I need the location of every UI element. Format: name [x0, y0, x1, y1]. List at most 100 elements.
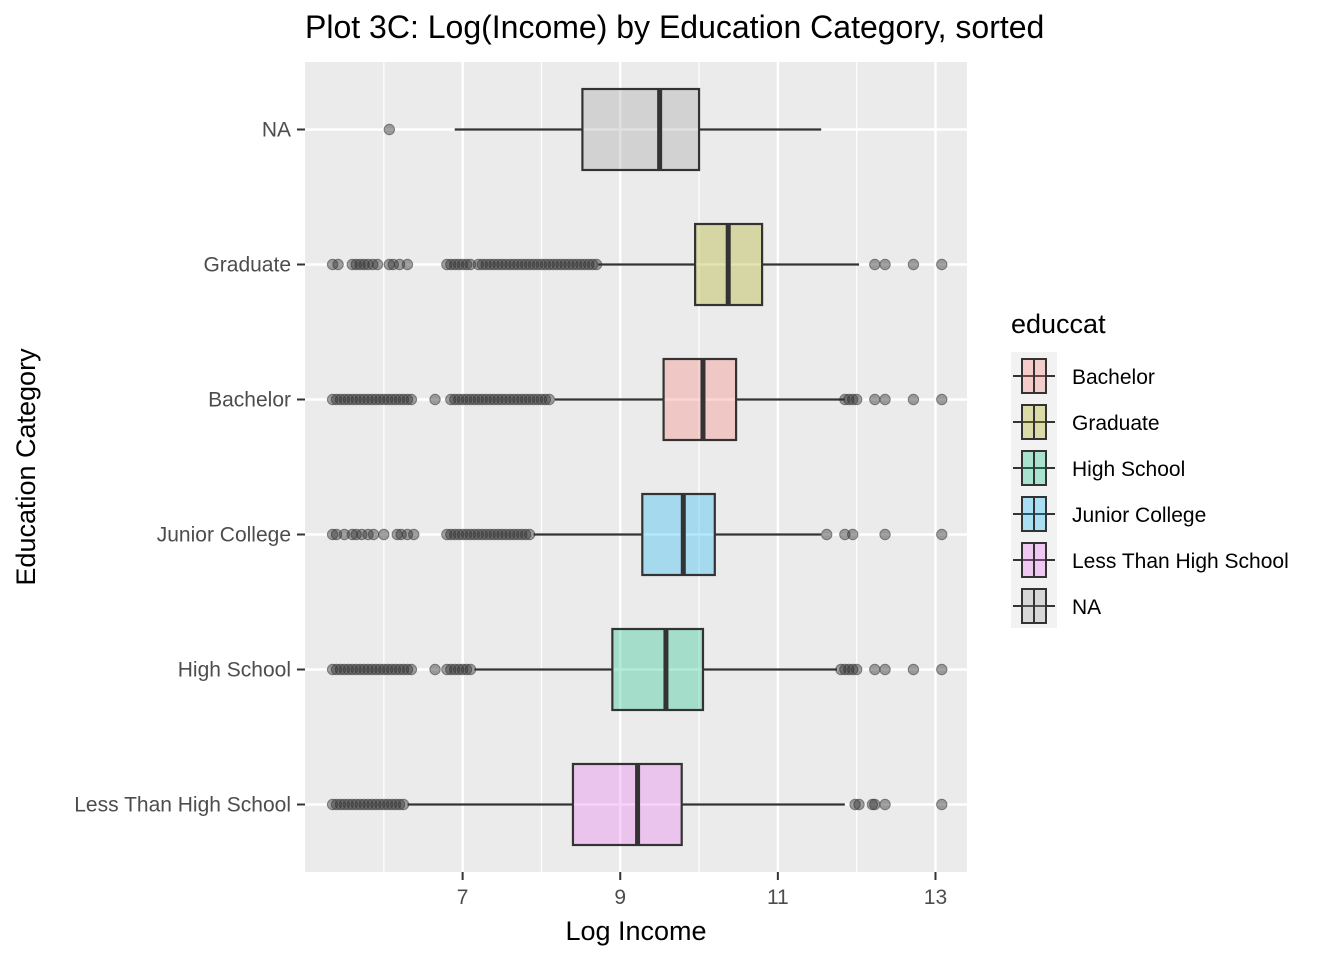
outlier-point: [332, 258, 344, 271]
outlier-point: [397, 393, 410, 406]
outlier-point: [464, 528, 477, 541]
outlier-point: [370, 663, 382, 676]
box-bachelor: [326, 357, 948, 442]
outlier-point: [850, 393, 863, 406]
outlier-point: [936, 393, 948, 406]
outlier-point: [445, 393, 457, 406]
outlier-point: [401, 663, 414, 676]
outlier-point: [429, 393, 441, 406]
outlier-point: [496, 258, 508, 271]
box-less-than-high-school: [326, 762, 948, 847]
outlier-point: [366, 798, 378, 811]
outlier-point: [527, 258, 540, 271]
outlier-point: [488, 528, 500, 541]
outlier-point: [488, 258, 500, 271]
box-body: [571, 762, 683, 847]
outlier-point: [338, 663, 351, 676]
outlier-point: [330, 663, 343, 676]
outlier-point: [385, 798, 398, 811]
outlier-point: [452, 258, 465, 271]
x-tick-label: 11: [767, 886, 789, 909]
y-axis-title: Education Category: [11, 348, 41, 586]
outlier-point: [385, 393, 398, 406]
outlier-point: [512, 528, 524, 541]
outlier-point: [362, 798, 374, 811]
outlier-point: [342, 798, 355, 811]
outlier-point: [405, 393, 418, 406]
outlier-point: [555, 258, 567, 271]
outlier-point: [346, 528, 358, 541]
outlier-point: [387, 258, 399, 271]
y-axis-ticks: Less Than High School High School Junior C…: [74, 119, 305, 817]
outlier-point: [397, 663, 410, 676]
outlier-point: [326, 393, 339, 406]
outlier-point: [500, 528, 512, 541]
y-tick-label: Junior College: [157, 524, 291, 547]
outlier-point: [575, 258, 587, 271]
legend-item: NA: [1013, 588, 1101, 624]
outlier-point: [358, 798, 370, 811]
outlier-point: [385, 663, 398, 676]
outlier-point: [547, 258, 559, 271]
outlier-point: [346, 393, 358, 406]
outlier-point: [531, 393, 544, 406]
outlier-point: [472, 258, 485, 271]
outlier-point: [408, 528, 420, 541]
outlier-point: [472, 393, 485, 406]
legend-item: High School: [1013, 450, 1185, 486]
outlier-point: [839, 528, 851, 541]
outlier-point: [847, 393, 859, 406]
outlier-point: [484, 528, 496, 541]
outlier-point: [393, 663, 406, 676]
outlier-point: [389, 798, 402, 811]
outlier-point: [531, 258, 544, 271]
outlier-point: [500, 258, 512, 271]
legend-key-background: [1011, 352, 1057, 628]
outlier-point: [579, 258, 591, 271]
outlier-point: [371, 258, 384, 271]
outlier-point: [468, 528, 481, 541]
outlier-point: [847, 663, 859, 676]
outlier-point: [326, 663, 339, 676]
outlier-point: [378, 798, 390, 811]
outlier-point: [504, 393, 516, 406]
outlier-point: [334, 393, 347, 406]
legend-item: Junior College: [1013, 496, 1206, 532]
outlier-point: [350, 258, 362, 271]
outlier-point: [480, 528, 492, 541]
outlier-point: [523, 528, 536, 541]
outlier-point: [879, 393, 891, 406]
outlier-point: [350, 798, 362, 811]
y-tick-label: Graduate: [203, 254, 291, 277]
outlier-point: [382, 663, 394, 676]
outlier-point: [452, 528, 465, 541]
outlier-point: [362, 393, 374, 406]
outlier-point: [346, 663, 358, 676]
box-body: [611, 627, 705, 712]
outlier-point: [374, 798, 386, 811]
box-body: [662, 357, 738, 442]
outlier-point: [354, 258, 366, 271]
outlier-point: [936, 798, 948, 811]
outlier-point: [393, 393, 406, 406]
outlier-point: [460, 393, 473, 406]
y-tick-label: Bachelor: [208, 389, 291, 412]
x-tick-label: 9: [614, 886, 626, 909]
outlier-point: [445, 528, 457, 541]
box-high-school: [326, 627, 948, 712]
outlier-point: [326, 798, 339, 811]
outlier-point: [468, 393, 481, 406]
outlier-point: [370, 393, 382, 406]
outlier-point: [366, 393, 378, 406]
outlier-point: [879, 258, 891, 271]
outlier-point: [583, 258, 595, 271]
legend-label: Junior College: [1072, 504, 1206, 527]
x-axis-title: Log Income: [565, 916, 706, 946]
outlier-point: [330, 393, 343, 406]
outlier-point: [342, 663, 355, 676]
outlier-point: [496, 393, 508, 406]
outlier-point: [535, 258, 548, 271]
outlier-point: [358, 258, 370, 271]
legend-label: High School: [1072, 458, 1185, 481]
